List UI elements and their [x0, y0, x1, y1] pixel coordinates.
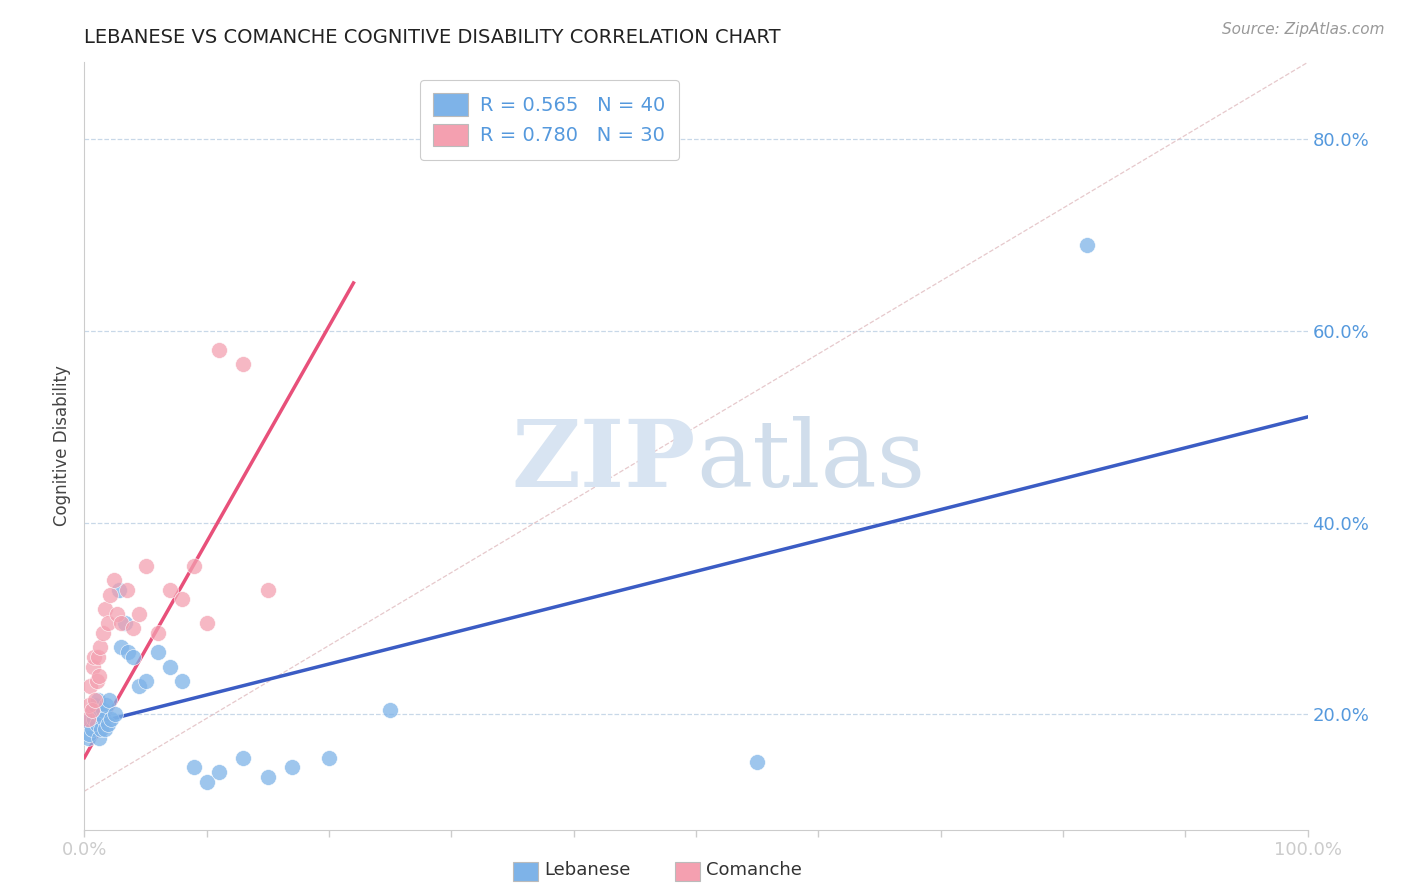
Point	[89, 640, 111, 655]
Point	[79, 679, 101, 693]
Text: Source: ZipAtlas.com: Source: ZipAtlas.com	[1222, 22, 1385, 37]
Point	[77, 698, 100, 712]
Point	[208, 765, 231, 780]
Point	[86, 717, 108, 731]
Point	[159, 659, 181, 673]
Point	[98, 588, 121, 602]
Point	[128, 607, 150, 621]
Point	[281, 760, 304, 774]
Point	[87, 693, 110, 707]
Point	[83, 712, 105, 726]
Point	[183, 760, 205, 774]
Point	[117, 645, 139, 659]
Point	[90, 722, 112, 736]
Point	[1076, 237, 1098, 252]
Point	[94, 602, 117, 616]
Point	[105, 607, 128, 621]
Point	[87, 731, 110, 746]
Point	[232, 750, 254, 764]
Point	[87, 649, 110, 664]
Point	[380, 703, 402, 717]
Point	[232, 358, 254, 372]
Point	[97, 717, 120, 731]
Point	[122, 621, 145, 635]
Point	[114, 616, 136, 631]
Point	[82, 703, 104, 717]
Point	[122, 649, 145, 664]
Point	[172, 673, 194, 688]
Point	[86, 673, 108, 688]
Point	[84, 698, 107, 712]
Point	[103, 573, 125, 587]
Point	[115, 582, 138, 597]
Point	[195, 616, 218, 631]
Point	[257, 582, 280, 597]
Point	[87, 669, 110, 683]
Point	[82, 659, 104, 673]
Point	[195, 774, 218, 789]
Point	[146, 626, 169, 640]
Point	[77, 712, 100, 726]
Point	[89, 707, 111, 722]
Point	[100, 712, 122, 726]
Point	[135, 558, 157, 573]
Point	[128, 679, 150, 693]
Text: LEBANESE VS COMANCHE COGNITIVE DISABILITY CORRELATION CHART: LEBANESE VS COMANCHE COGNITIVE DISABILIT…	[84, 28, 780, 47]
Point	[93, 712, 115, 726]
Point	[96, 698, 118, 712]
Point	[110, 616, 132, 631]
Point	[159, 582, 181, 597]
Text: Comanche: Comanche	[706, 861, 801, 879]
Point	[80, 722, 103, 736]
Point	[135, 673, 157, 688]
Point	[79, 712, 101, 726]
Point	[146, 645, 169, 659]
Text: Lebanese: Lebanese	[544, 861, 630, 879]
Point	[747, 756, 769, 770]
Point	[77, 731, 100, 746]
Legend: R = 0.565   N = 40, R = 0.780   N = 30: R = 0.565 N = 40, R = 0.780 N = 30	[419, 79, 679, 160]
Point	[97, 616, 120, 631]
Point	[257, 770, 280, 784]
Point	[80, 703, 103, 717]
Point	[208, 343, 231, 358]
Point	[107, 582, 129, 597]
Point	[110, 640, 132, 655]
Point	[94, 722, 117, 736]
Point	[83, 649, 105, 664]
Point	[104, 707, 127, 722]
Point	[84, 693, 107, 707]
Point	[97, 693, 120, 707]
Point	[91, 703, 114, 717]
Point	[318, 750, 340, 764]
Text: atlas: atlas	[696, 417, 925, 507]
Point	[77, 727, 100, 741]
Point	[172, 592, 194, 607]
Point	[91, 626, 114, 640]
Y-axis label: Cognitive Disability: Cognitive Disability	[53, 366, 72, 526]
Text: ZIP: ZIP	[512, 417, 696, 507]
Point	[183, 558, 205, 573]
